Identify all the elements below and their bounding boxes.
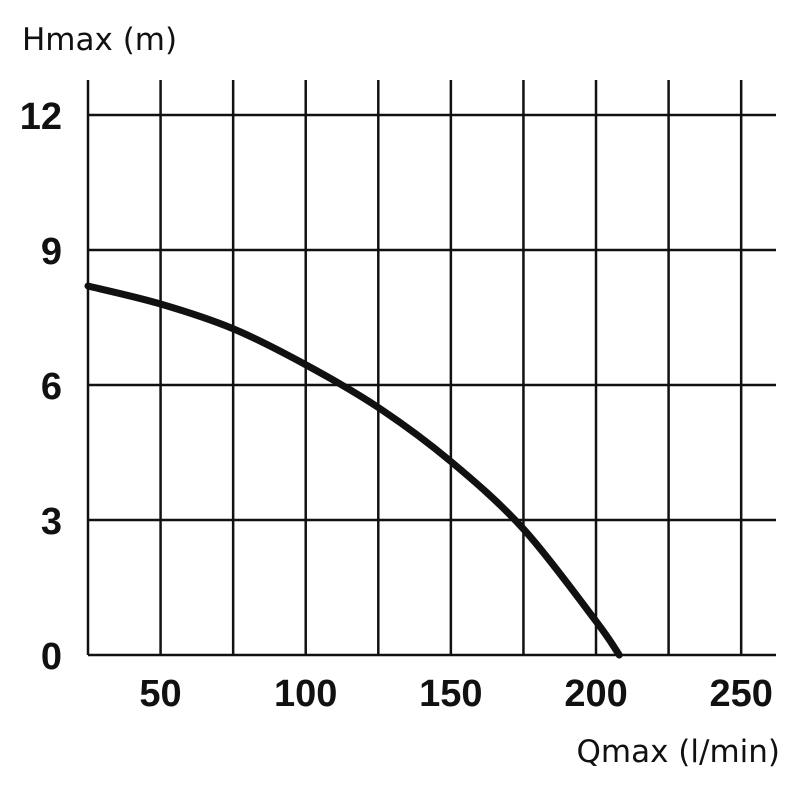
- y-axis-label: Hmax (m): [22, 22, 177, 58]
- y-tick-label-12: 12: [20, 96, 62, 138]
- x-tick-label-150: 150: [419, 673, 482, 715]
- x-tick-label-250: 250: [709, 673, 772, 715]
- grid: [86, 80, 776, 657]
- series-line-0: [84, 282, 623, 659]
- y-tick-label-3: 3: [41, 501, 62, 543]
- y-tick-label-9: 9: [41, 231, 62, 273]
- series-layer: [84, 282, 623, 659]
- x-tick-label-50: 50: [139, 673, 181, 715]
- x-tick-label-200: 200: [564, 673, 627, 715]
- x-tick-label-100: 100: [274, 673, 337, 715]
- x-axis-label: Qmax (l/min): [577, 734, 781, 770]
- y-tick-label-0: 0: [41, 636, 62, 678]
- y-tick-labels: 0 3 6 9 12: [20, 96, 62, 678]
- x-tick-labels: 50 100 150 200 250: [139, 673, 772, 715]
- y-tick-label-6: 6: [41, 366, 62, 408]
